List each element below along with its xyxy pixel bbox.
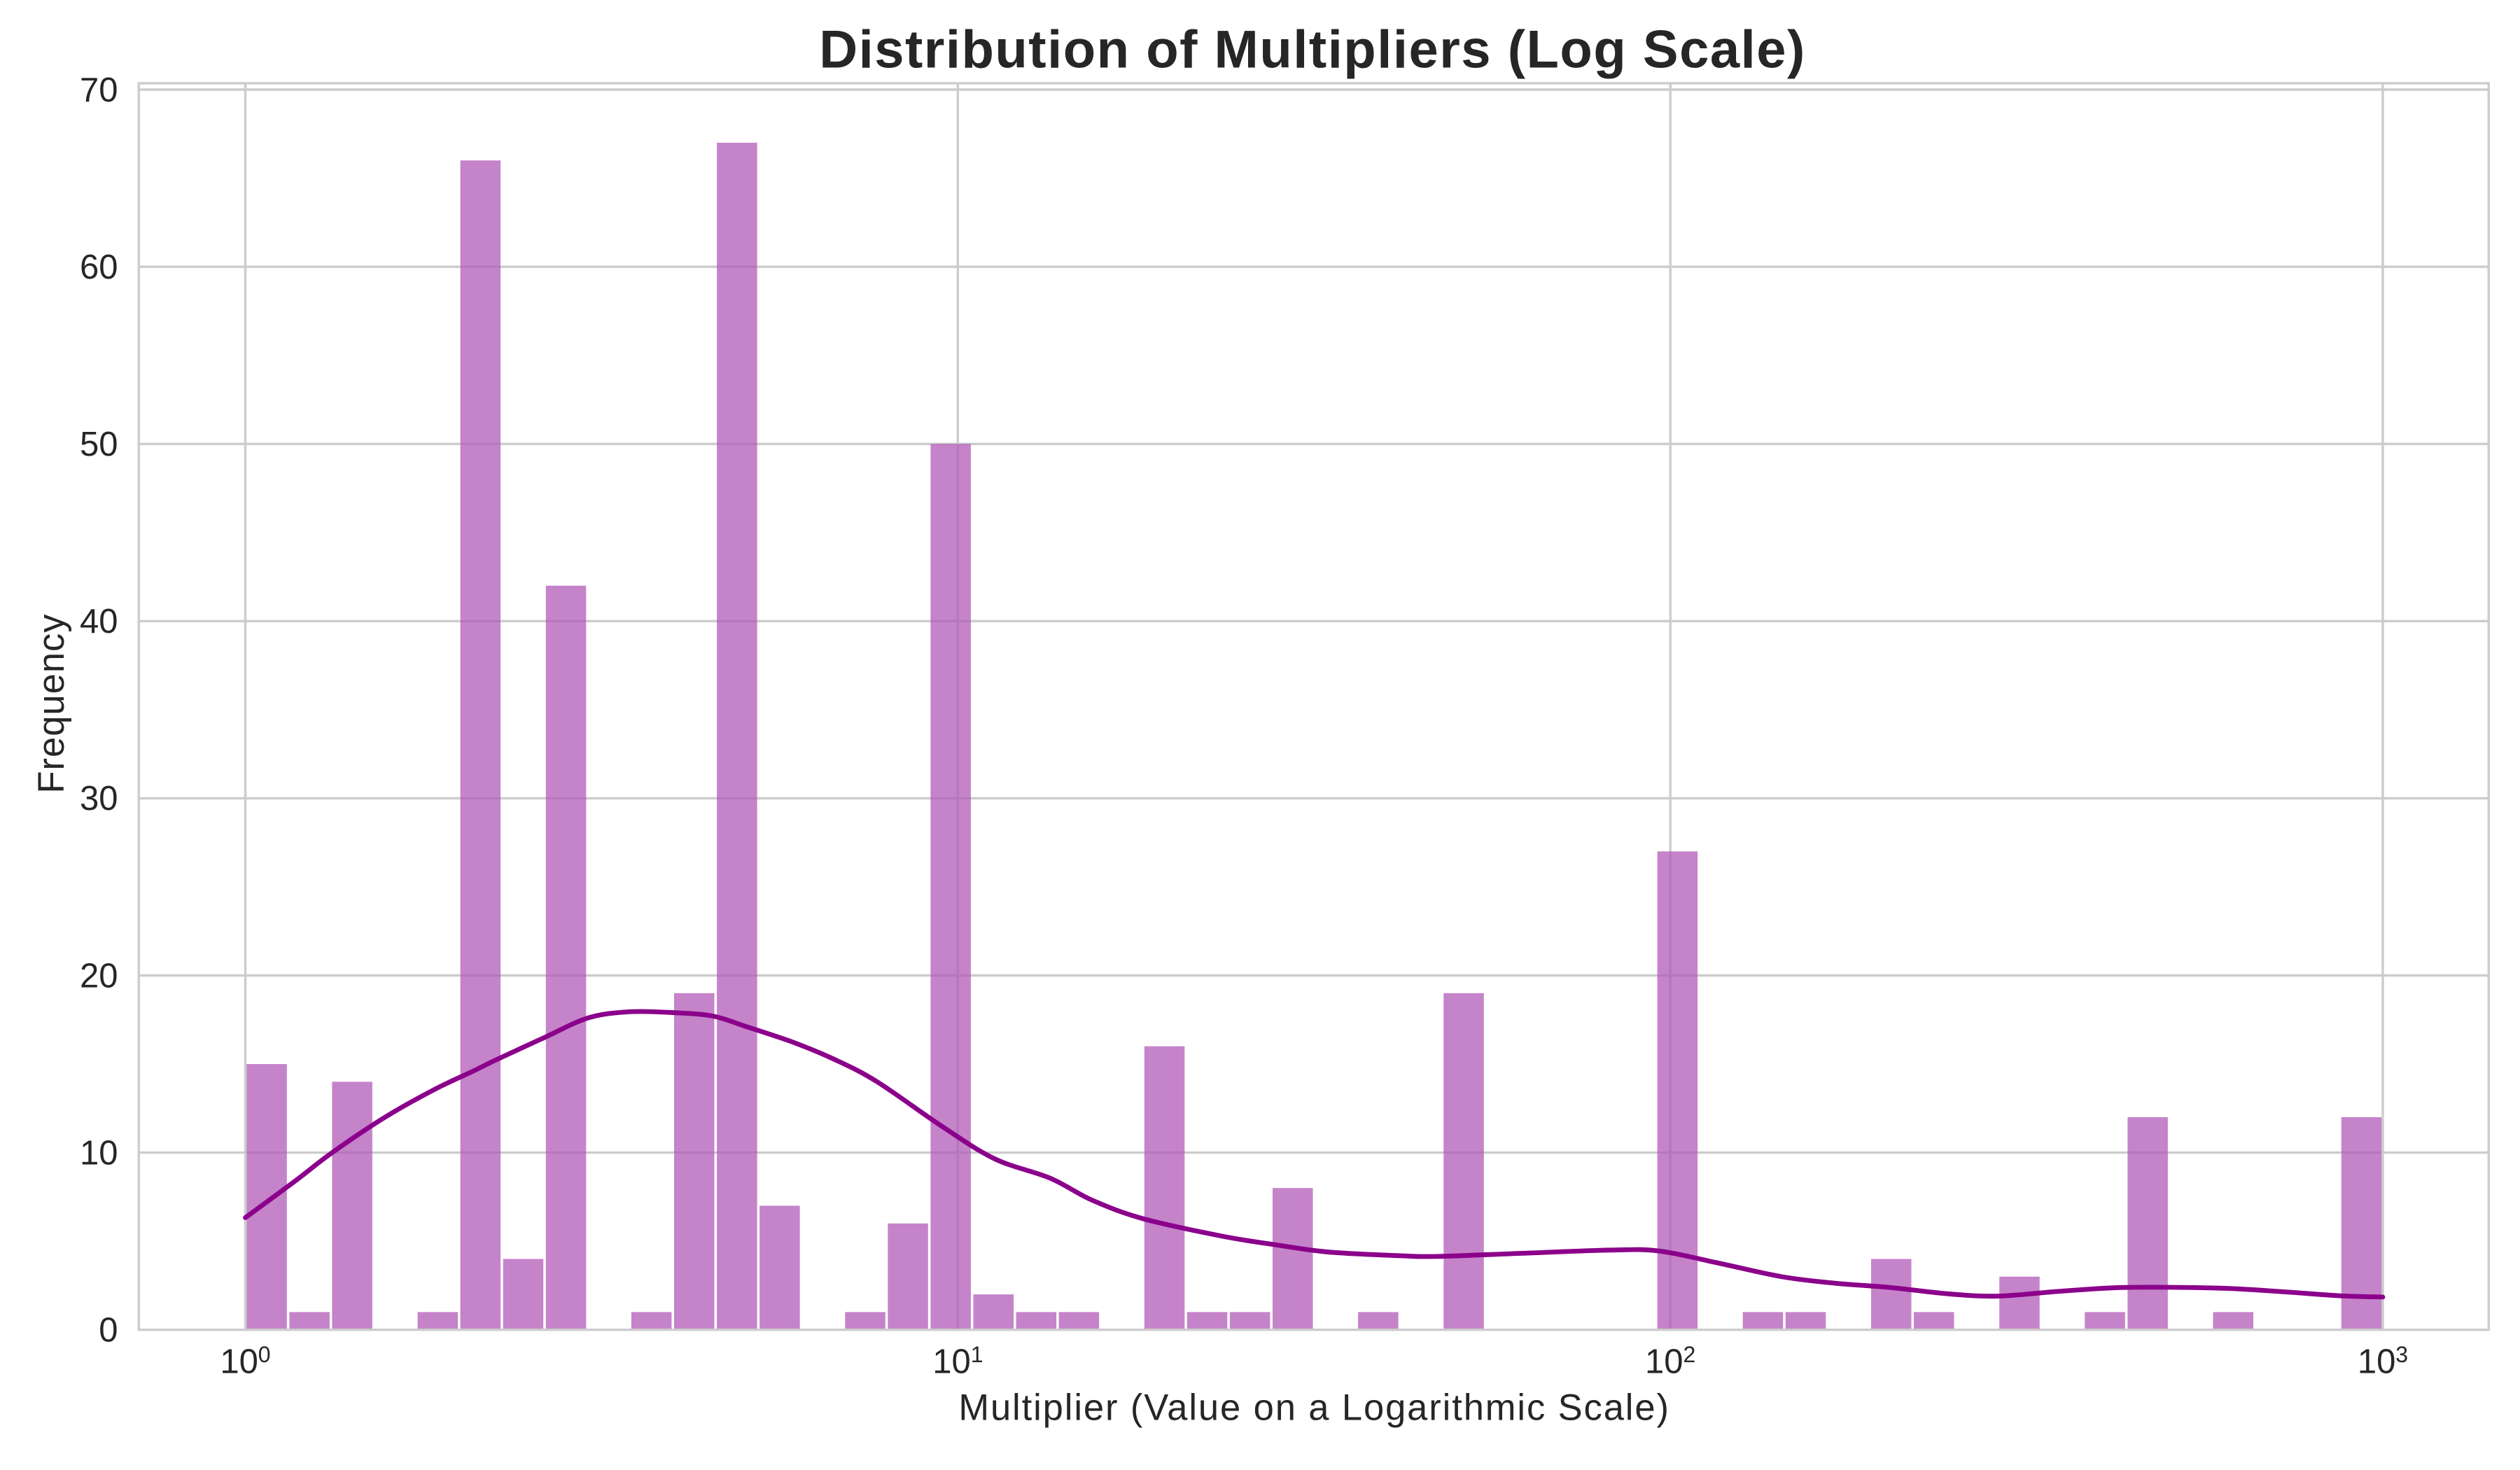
svg-text:10: 10: [1645, 1343, 1684, 1380]
svg-text:1: 1: [971, 1342, 983, 1367]
svg-text:70: 70: [80, 71, 118, 109]
svg-text:Frequency: Frequency: [31, 613, 72, 793]
svg-text:2: 2: [1684, 1342, 1696, 1367]
svg-text:50: 50: [80, 426, 118, 463]
svg-text:10: 10: [2358, 1343, 2396, 1380]
svg-text:10: 10: [932, 1343, 971, 1380]
svg-text:10: 10: [220, 1343, 258, 1380]
svg-text:20: 20: [80, 957, 118, 995]
svg-text:40: 40: [80, 603, 118, 640]
svg-text:0: 0: [99, 1312, 118, 1350]
svg-text:60: 60: [80, 248, 118, 286]
svg-text:10: 10: [80, 1135, 118, 1172]
svg-text:30: 30: [80, 780, 118, 818]
svg-text:Multiplier (Value on a Logarit: Multiplier (Value on a Logarithmic Scale…: [958, 1387, 1670, 1428]
svg-text:3: 3: [2395, 1342, 2408, 1367]
svg-text:Distribution of Multipliers (L: Distribution of Multipliers (Log Scale): [819, 20, 1806, 80]
svg-text:0: 0: [258, 1342, 271, 1367]
